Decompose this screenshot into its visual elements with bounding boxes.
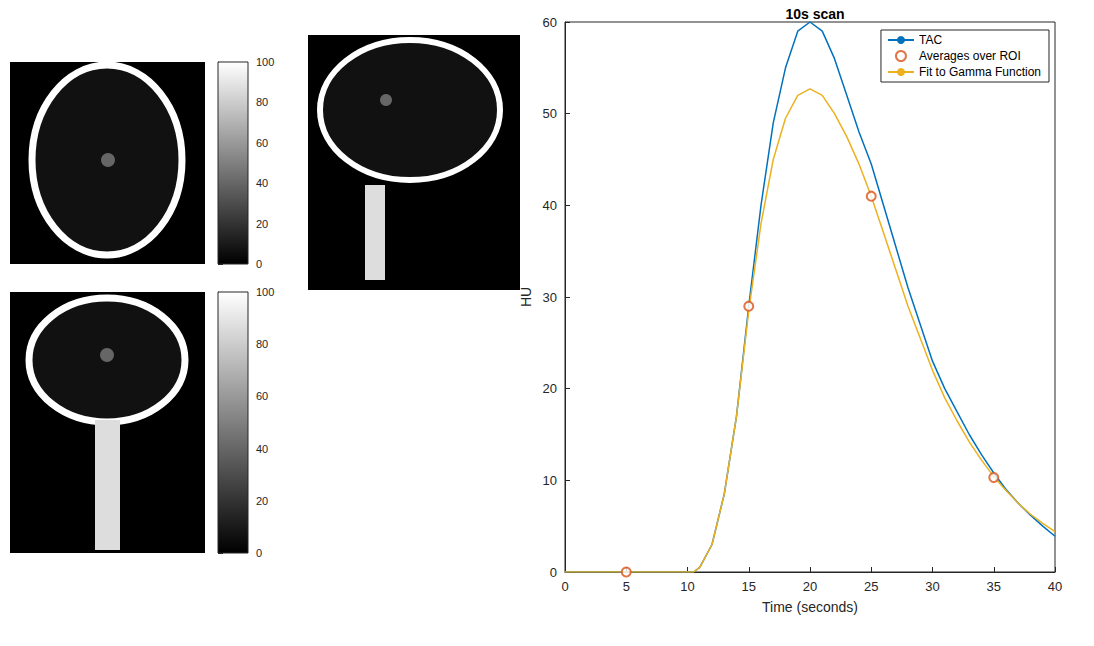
svg-text:0: 0 <box>550 565 557 580</box>
svg-text:40: 40 <box>1048 579 1062 594</box>
svg-text:10: 10 <box>543 473 557 488</box>
svg-text:0: 0 <box>256 547 262 559</box>
svg-text:0: 0 <box>561 579 568 594</box>
svg-text:40: 40 <box>256 443 268 455</box>
svg-text:60: 60 <box>543 15 557 30</box>
svg-text:25: 25 <box>864 579 878 594</box>
svg-text:10s scan: 10s scan <box>785 6 844 22</box>
svg-text:0: 0 <box>256 258 262 270</box>
svg-text:30: 30 <box>543 290 557 305</box>
svg-text:20: 20 <box>803 579 817 594</box>
svg-text:Averages over ROI: Averages over ROI <box>919 49 1021 63</box>
svg-text:40: 40 <box>256 177 268 189</box>
svg-text:5: 5 <box>623 579 630 594</box>
svg-text:30: 30 <box>925 579 939 594</box>
svg-text:100: 100 <box>256 286 274 298</box>
svg-text:100: 100 <box>256 56 274 68</box>
svg-text:80: 80 <box>256 96 268 108</box>
svg-text:TAC: TAC <box>919 33 942 47</box>
svg-text:60: 60 <box>256 137 268 149</box>
svg-text:15: 15 <box>742 579 756 594</box>
svg-text:60: 60 <box>256 390 268 402</box>
svg-text:Fit to Gamma Function: Fit to Gamma Function <box>919 65 1041 79</box>
svg-text:40: 40 <box>543 198 557 213</box>
svg-text:35: 35 <box>987 579 1001 594</box>
svg-text:20: 20 <box>543 381 557 396</box>
svg-text:50: 50 <box>543 106 557 121</box>
svg-text:10: 10 <box>680 579 694 594</box>
svg-text:20: 20 <box>256 218 268 230</box>
svg-text:Time (seconds): Time (seconds) <box>762 599 858 615</box>
svg-text:20: 20 <box>256 495 268 507</box>
svg-text:80: 80 <box>256 338 268 350</box>
svg-text:HU: HU <box>518 287 534 307</box>
